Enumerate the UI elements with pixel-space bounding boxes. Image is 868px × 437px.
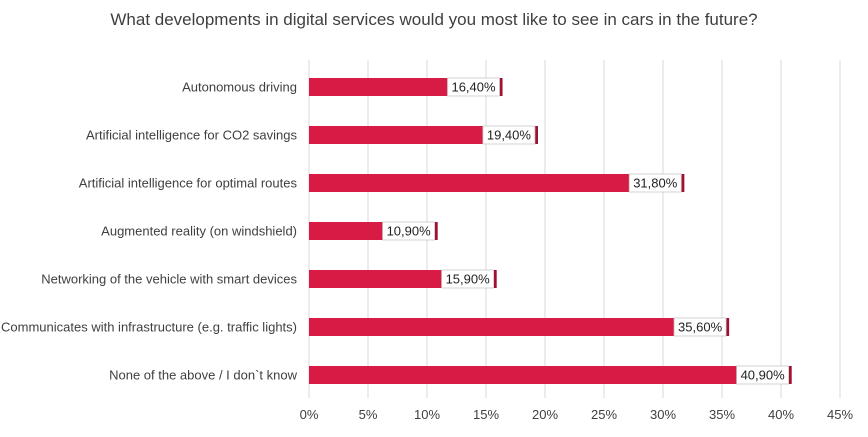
category-label: Augmented reality (on windshield) [101,224,297,239]
data-label-box [673,317,727,337]
data-label: 35,60% [678,320,723,335]
data-label-box [482,125,536,145]
x-tick-label: 35% [709,407,735,422]
x-tick-label: 15% [473,407,499,422]
data-label: 10,90% [387,224,432,239]
bar [309,126,538,144]
bar [309,174,685,192]
bar-end-cap [534,126,538,144]
data-label: 15,90% [446,272,491,287]
category-label: Artificial intelligence for CO2 savings [86,128,297,143]
data-label: 16,40% [451,80,496,95]
data-label-box [441,269,495,289]
category-label: Communicates with infrastructure (e.g. t… [1,320,297,335]
category-label: None of the above / I don`t know [109,368,298,383]
bar-end-cap [681,174,685,192]
category-label: Networking of the vehicle with smart dev… [41,272,297,287]
x-tick-label: 30% [650,407,676,422]
data-label: 19,40% [487,128,532,143]
x-tick-label: 40% [768,407,794,422]
bar-end-cap [788,366,792,384]
bar-end-cap [434,222,438,240]
data-label-box [628,173,682,193]
x-tick-label: 0% [300,407,319,422]
bar-end-cap [726,318,730,336]
category-label: Autonomous driving [182,80,297,95]
x-tick-label: 45% [827,407,853,422]
x-tick-label: 5% [359,407,378,422]
bar-end-cap [499,78,503,96]
chart-title: What developments in digital services wo… [110,10,758,29]
data-label: 40,90% [741,368,786,383]
x-tick-label: 20% [532,407,558,422]
data-label: 31,80% [633,176,678,191]
data-label-box [382,221,436,241]
category-label: Artificial intelligence for optimal rout… [79,176,298,191]
x-tick-label: 25% [591,407,617,422]
bar [309,366,792,384]
data-label-box [447,77,500,97]
x-tick-label: 10% [414,407,440,422]
data-label-box [736,365,790,385]
bar [309,318,730,336]
bar-end-cap [493,270,497,288]
